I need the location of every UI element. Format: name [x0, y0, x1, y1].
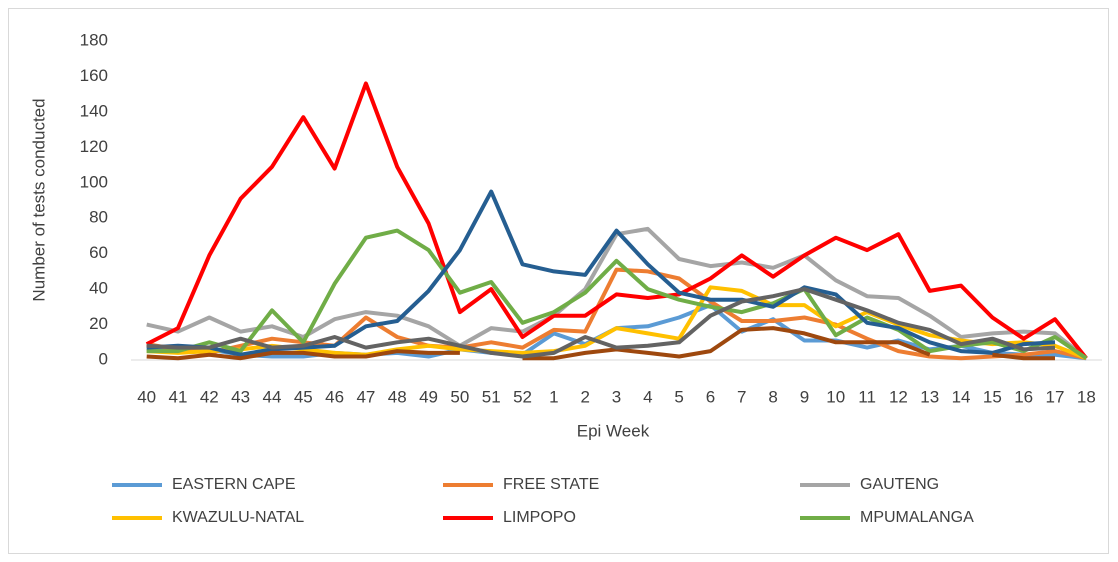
y-tick-label: 40 [89, 279, 108, 298]
x-tick-label: 2 [580, 387, 589, 406]
y-tick-label: 120 [80, 137, 108, 156]
x-tick-label: 45 [294, 387, 313, 406]
series-line [146, 226, 1088, 360]
chart-frame [8, 8, 1109, 554]
y-tick-label: 80 [89, 208, 108, 227]
y-tick-label: 140 [80, 101, 108, 120]
series-line [146, 326, 1055, 361]
x-tick-label: 40 [137, 387, 156, 406]
x-axis-title: Epi Week [577, 421, 650, 440]
y-tick-label: 160 [80, 66, 108, 85]
x-tick-label: 41 [169, 387, 188, 406]
x-tick-label: 51 [482, 387, 501, 406]
x-tick-label: 16 [1014, 387, 1033, 406]
y-tick-label: 100 [80, 172, 108, 191]
x-tick-label: 11 [858, 387, 876, 406]
legend-label: GAUTENG [860, 476, 939, 493]
legend-label: KWAZULU-NATAL [172, 509, 304, 526]
x-tick-label: 4 [643, 387, 652, 406]
legend-label: EASTERN CAPE [172, 476, 296, 493]
y-tick-label: 20 [89, 314, 108, 333]
x-tick-label: 5 [674, 387, 683, 406]
x-tick-label: 43 [231, 387, 250, 406]
x-tick-label: 9 [800, 387, 809, 406]
legend-label: LIMPOPO [503, 509, 576, 526]
x-tick-label: 50 [450, 387, 469, 406]
y-tick-label: 180 [80, 30, 108, 49]
x-tick-label: 15 [983, 387, 1002, 406]
x-tick-label: 47 [356, 387, 375, 406]
x-tick-label: 1 [549, 387, 558, 406]
legend-label: FREE STATE [503, 476, 599, 493]
y-tick-label: 60 [89, 243, 108, 262]
x-tick-label: 42 [200, 387, 219, 406]
legend-label: MPUMALANGA [860, 509, 974, 526]
series-line [146, 287, 1056, 359]
x-tick-label: 44 [262, 387, 281, 406]
series-line [145, 81, 1088, 360]
x-tick-label: 7 [737, 387, 746, 406]
y-tick-label: 0 [99, 349, 108, 368]
x-tick-label: 52 [513, 387, 532, 406]
x-tick-label: 18 [1077, 387, 1096, 406]
x-tick-label: 14 [952, 387, 971, 406]
x-tick-label: 6 [706, 387, 715, 406]
x-tick-label: 12 [889, 387, 908, 406]
series-line [146, 228, 1088, 360]
x-tick-label: 17 [1046, 387, 1065, 406]
x-tick-label: 3 [612, 387, 621, 406]
x-tick-label: 13 [920, 387, 939, 406]
x-tick-label: 48 [388, 387, 407, 406]
x-tick-label: 46 [325, 387, 344, 406]
y-axis-title: Number of tests conducted [29, 98, 48, 301]
x-tick-label: 10 [826, 387, 845, 406]
x-tick-label: 49 [419, 387, 438, 406]
x-tick-label: 8 [768, 387, 777, 406]
